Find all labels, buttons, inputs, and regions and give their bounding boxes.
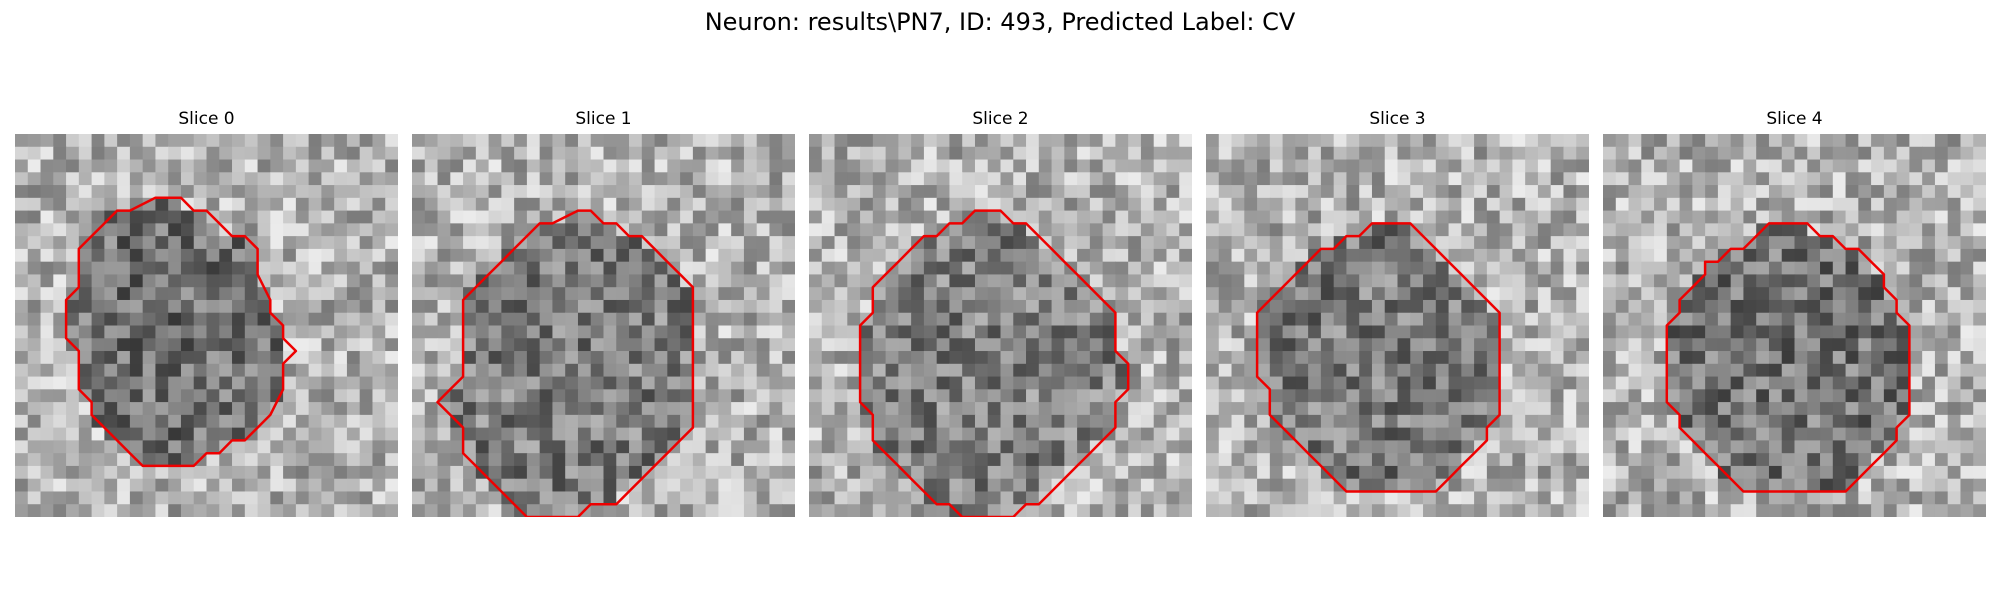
pixel-grid xyxy=(412,134,795,517)
slice-0-title: Slice 0 xyxy=(178,109,235,129)
slice-2-image xyxy=(809,134,1192,517)
pixel-grid xyxy=(1206,134,1589,517)
slice-0-image xyxy=(15,134,398,517)
cell-contour xyxy=(1255,222,1501,493)
cell-contour xyxy=(436,209,695,517)
cell-contour xyxy=(858,209,1130,517)
pixel-grid xyxy=(809,134,1192,517)
slice-1-image xyxy=(412,134,795,517)
slice-1-title: Slice 1 xyxy=(575,109,632,129)
pixel-grid xyxy=(15,134,398,517)
cell-contour xyxy=(64,196,298,468)
figure-title: Neuron: results\PN7, ID: 493, Predicted … xyxy=(704,8,1296,36)
slice-4-title: Slice 4 xyxy=(1766,109,1823,129)
slice-2-title: Slice 2 xyxy=(972,109,1029,129)
slice-3-image xyxy=(1206,134,1589,517)
cell-contour xyxy=(1665,222,1911,493)
slice-3-title: Slice 3 xyxy=(1369,109,1426,129)
pixel-grid xyxy=(1603,134,1986,517)
slice-4-image xyxy=(1603,134,1986,517)
